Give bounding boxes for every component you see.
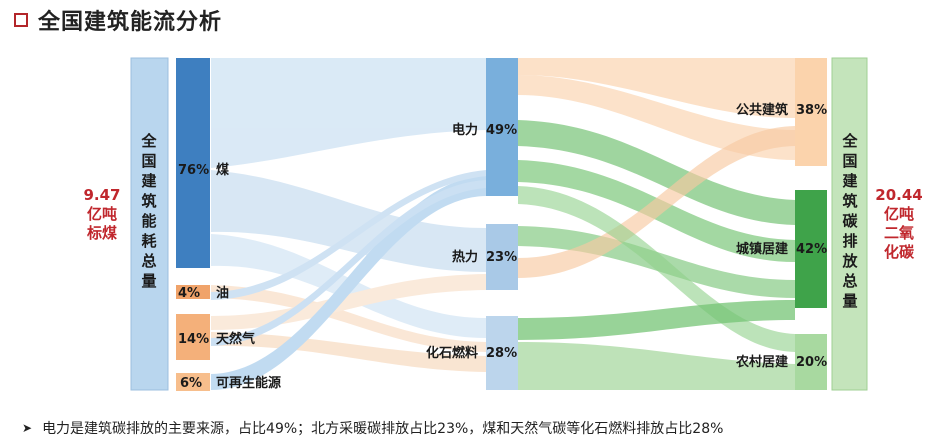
rural-residential-label: 农村居建 — [735, 354, 788, 370]
title-square-icon — [14, 13, 28, 27]
oil-pct: 4% — [178, 286, 200, 301]
left-total-unit1: 亿吨 — [86, 205, 117, 223]
rural-residential-pct: 20% — [796, 355, 827, 370]
public-building-pct: 38% — [796, 103, 827, 118]
footer-text: 电力是建筑碳排放的主要来源，占比49%；北方采暖碳排放占比23%，煤和天然气碳等… — [42, 421, 724, 437]
flows-middle-to-target — [518, 58, 795, 390]
right-bar-label: 全国建筑碳排放总量 — [841, 132, 858, 310]
urban-residential-node — [795, 190, 827, 308]
public-building-label: 公共建筑 — [736, 102, 788, 118]
arrow-right-icon: ➤ — [22, 421, 33, 435]
oil-label: 油 — [216, 285, 229, 301]
public-building-node — [795, 58, 827, 166]
renewable-label: 可再生能源 — [216, 375, 281, 391]
fossil-node — [486, 316, 518, 390]
gas-label: 天然气 — [216, 331, 255, 347]
right-total-bar — [831, 57, 868, 391]
electricity-label: 电力 — [452, 122, 478, 138]
footer-note: ➤ 电力是建筑碳排放的主要来源，占比49%；北方采暖碳排放占比23%，煤和天然气… — [22, 418, 723, 438]
left-total-value: 9.47 — [83, 186, 121, 204]
gas-pct: 14% — [178, 332, 209, 347]
electricity-pct: 49% — [486, 123, 517, 138]
left-total-bar — [130, 57, 169, 391]
right-total: 20.44 亿吨 二氧 化碳 — [868, 186, 930, 262]
coal-node — [176, 58, 210, 268]
renewable-pct: 6% — [180, 376, 202, 391]
fossil-pct: 28% — [486, 346, 517, 361]
heat-node — [486, 224, 518, 290]
coal-label: 煤 — [216, 162, 229, 178]
page-title: 全国建筑能流分析 — [38, 10, 223, 35]
electricity-node — [486, 58, 518, 196]
right-total-unit1: 亿吨 — [883, 205, 914, 223]
heat-label: 热力 — [452, 249, 478, 265]
heat-pct: 23% — [486, 250, 517, 265]
flows-source-to-middle — [211, 58, 486, 390]
gas-node — [176, 314, 210, 360]
left-total: 9.47 亿吨 标煤 — [76, 186, 128, 243]
right-total-value: 20.44 — [875, 186, 923, 204]
title-bar: 全国建筑能流分析 — [14, 6, 223, 35]
urban-residential-pct: 42% — [796, 242, 827, 257]
renewable-node — [176, 373, 210, 391]
oil-node — [176, 285, 210, 299]
left-total-unit2: 标煤 — [86, 224, 117, 242]
left-bar-label: 全国建筑能耗总量 — [140, 132, 157, 290]
urban-residential-label: 城镇居建 — [736, 241, 788, 257]
right-total-unit2: 二氧 化碳 — [883, 224, 914, 261]
coal-pct: 76% — [178, 163, 209, 178]
fossil-label: 化石燃料 — [426, 345, 478, 361]
rural-residential-node — [795, 334, 827, 390]
